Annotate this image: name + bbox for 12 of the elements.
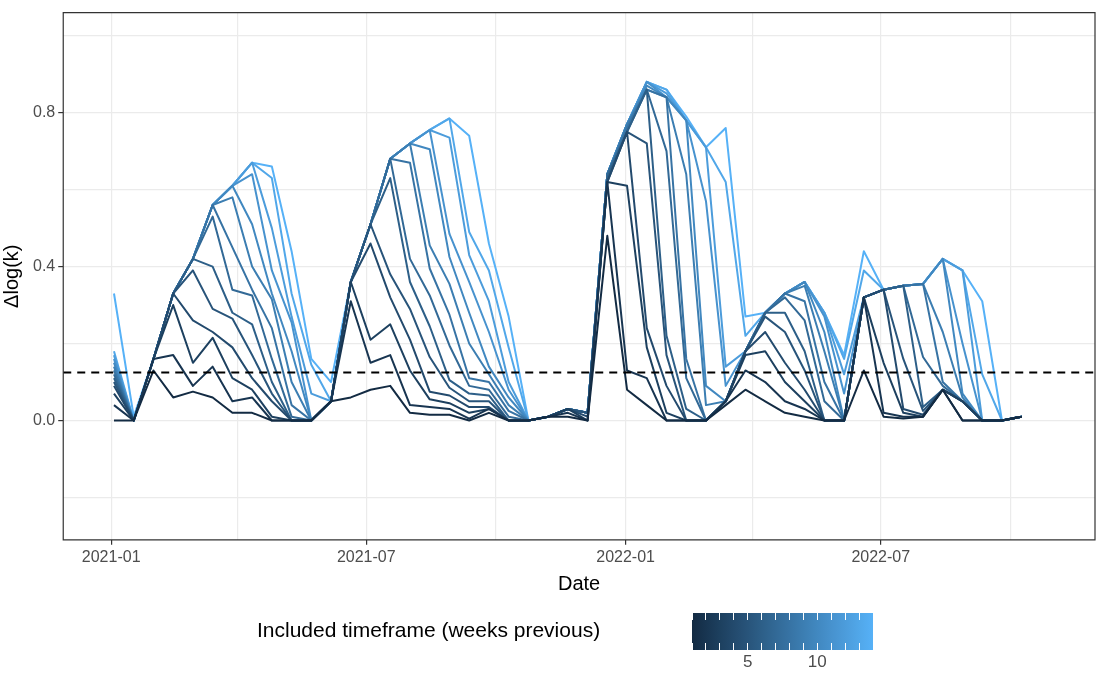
color-bar-label: 5: [742, 652, 753, 672]
color-bar-label: 10: [807, 652, 827, 672]
x-tick-label: 2022-01: [596, 547, 656, 565]
y-tick-label: 0.8: [32, 103, 56, 121]
color-bar-title: Included timeframe (weeks previous): [257, 618, 601, 642]
x-tick-label: 2021-07: [336, 547, 396, 565]
y-axis-title: Δlog(k): [0, 244, 22, 308]
y-tick-label: 0.4: [32, 256, 56, 274]
x-tick-label: 2021-01: [81, 547, 141, 565]
x-axis-title: Date: [558, 571, 601, 594]
x-tick-label: 2022-07: [851, 547, 911, 565]
y-tick-label: 0.0: [32, 410, 56, 428]
